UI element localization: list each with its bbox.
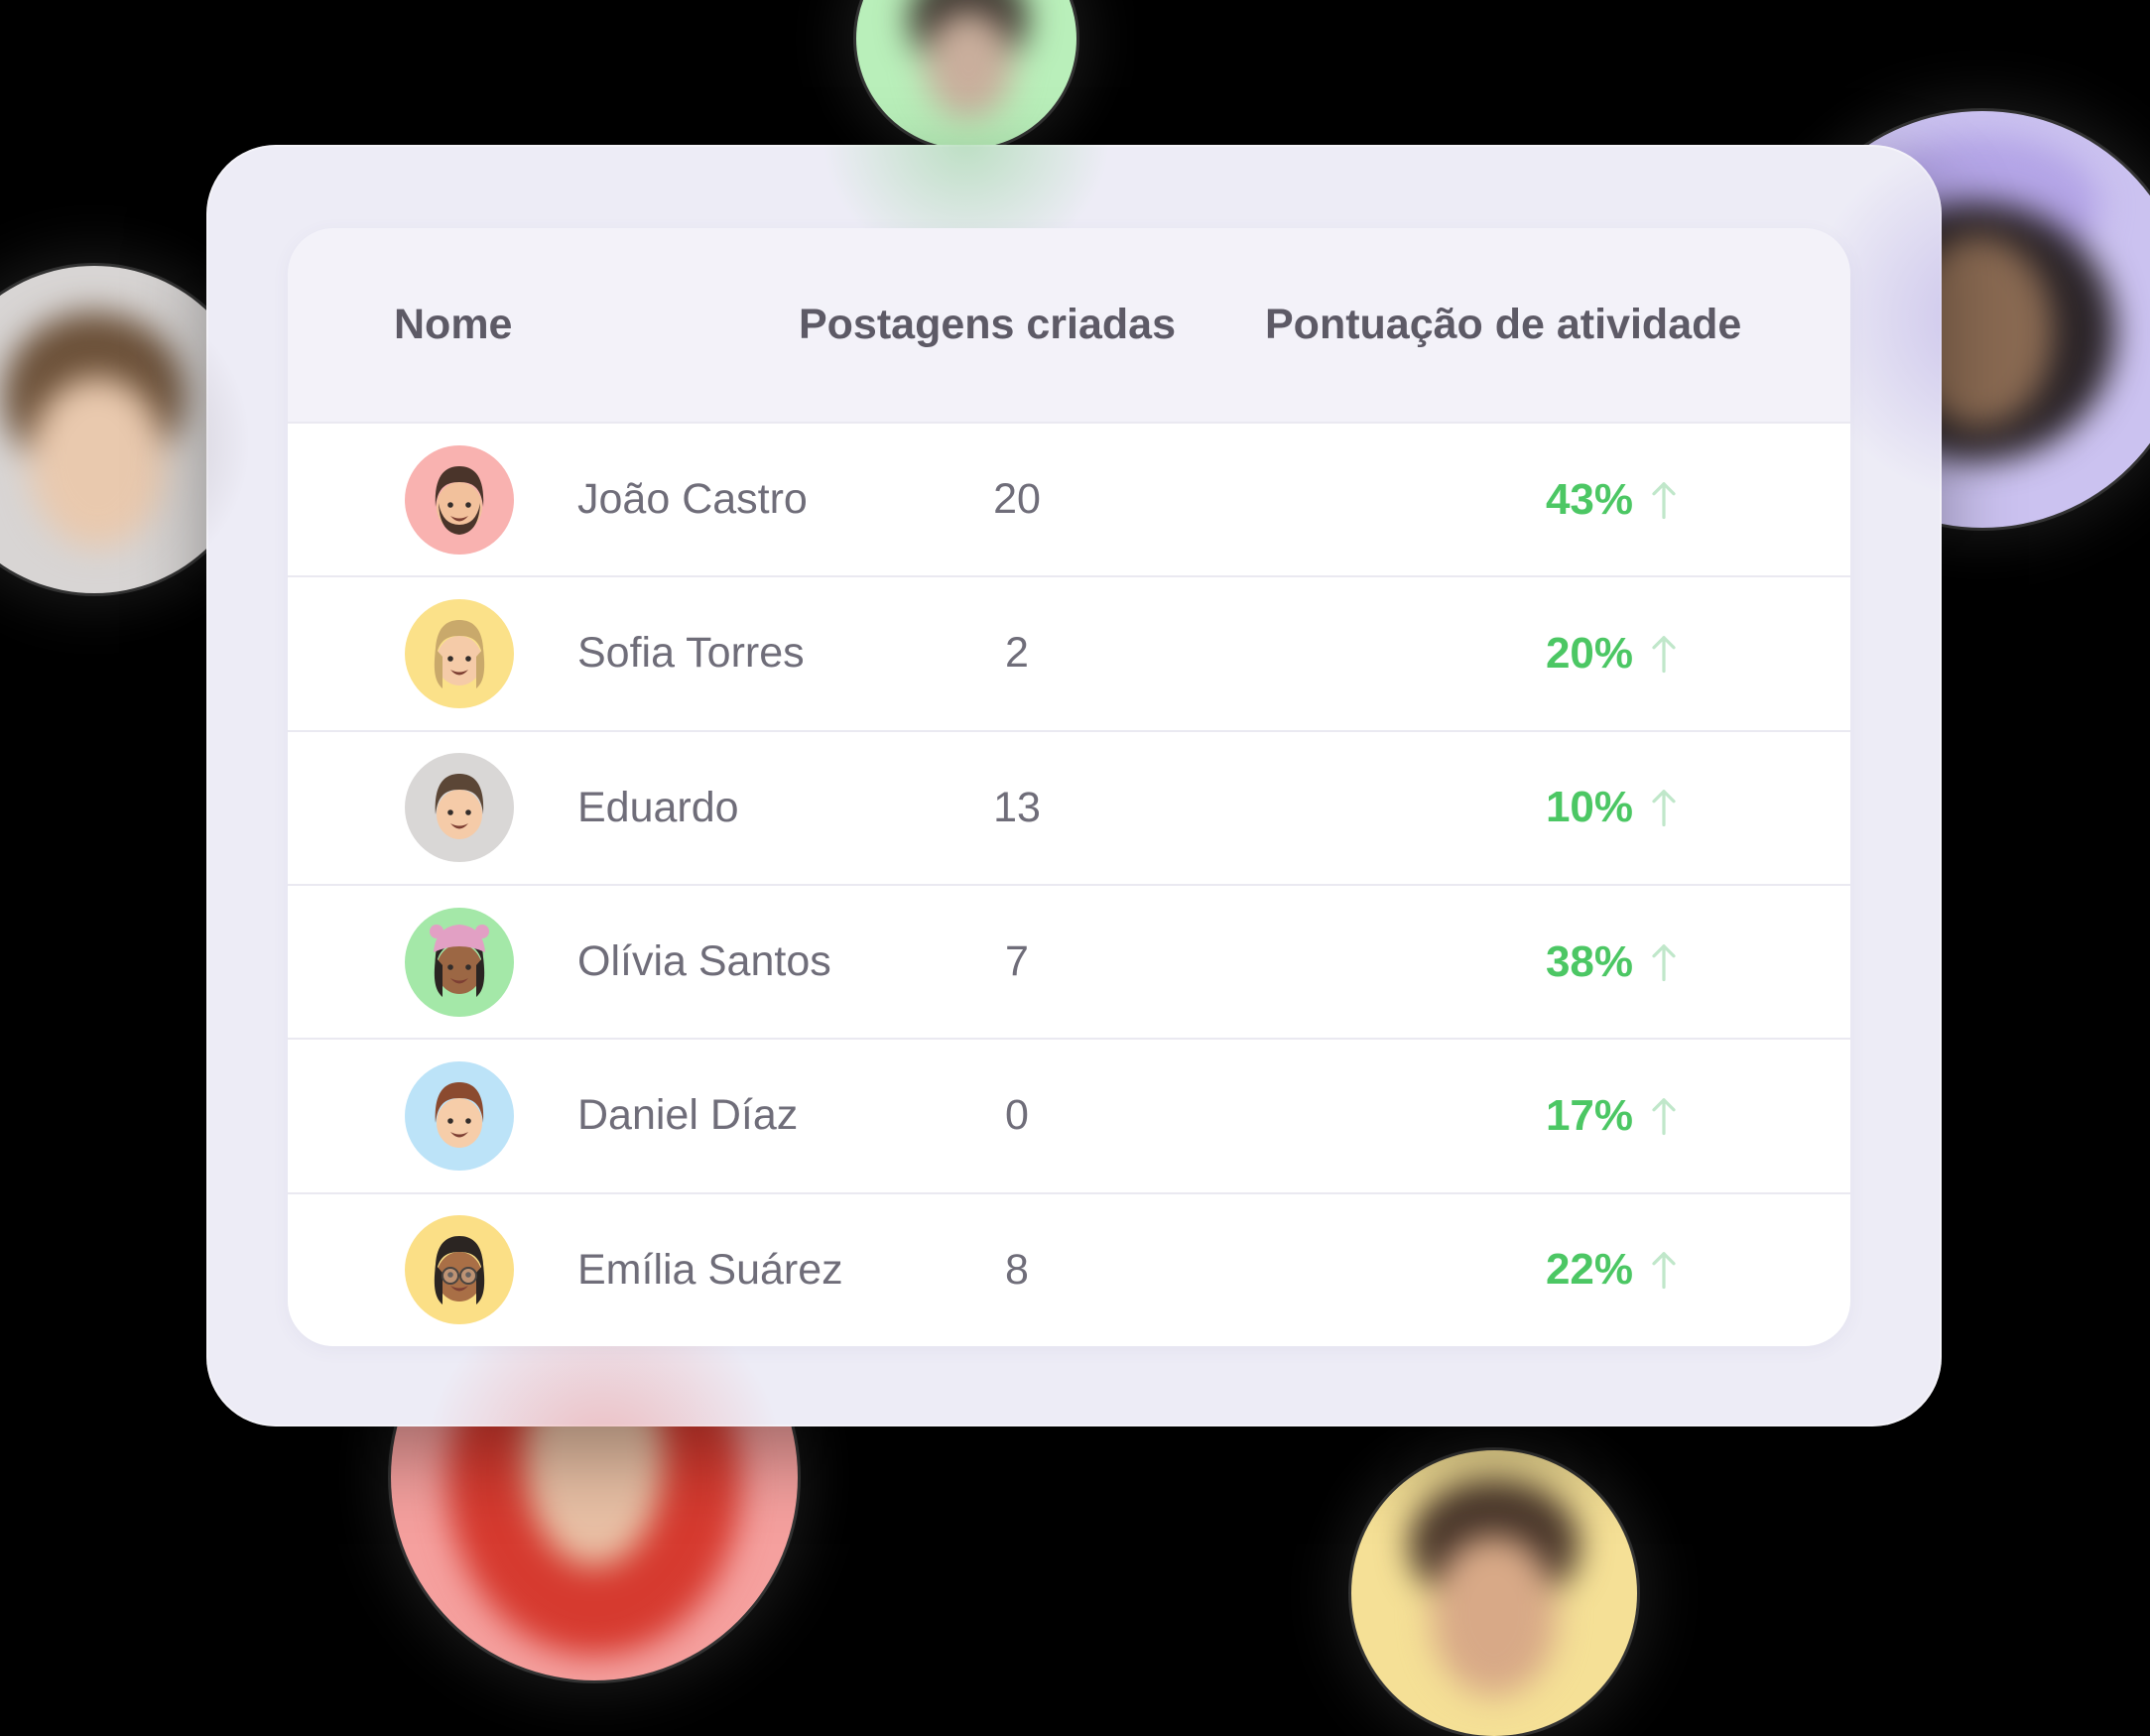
decorative-avatar-top-green	[856, 0, 1076, 149]
avatar-sofia-torres	[405, 598, 514, 708]
posts-count: 2	[1005, 629, 1029, 678]
memoji-face-icon	[405, 907, 514, 1017]
decorative-avatar-bottom-yellow	[1351, 1450, 1637, 1736]
user-name: Sofia Torres	[577, 629, 805, 678]
user-name: Emília Suárez	[577, 1245, 843, 1294]
activity-score: 38%	[1463, 886, 1761, 1038]
user-name: Daniel Díaz	[577, 1091, 799, 1140]
memoji-face-icon	[405, 1215, 514, 1325]
activity-score: 17%	[1463, 1040, 1761, 1191]
glass-card: Nome Postagens criadas Pontuação de ativ…	[206, 145, 1942, 1426]
user-name: João Castro	[577, 475, 808, 524]
score-percent: 38%	[1545, 936, 1634, 986]
column-header-score: Pontuação de atividade	[1265, 301, 1742, 348]
avatar-joao-castro	[405, 444, 514, 555]
table-row: Eduardo 13 10%	[288, 729, 1850, 884]
trend-up-icon	[1649, 786, 1679, 829]
trend-up-icon	[1649, 478, 1679, 522]
user-name: Eduardo	[577, 783, 739, 831]
avatar-daniel-diaz	[405, 1060, 514, 1171]
avatar-emilia-suarez	[405, 1215, 514, 1325]
table-row: Sofia Torres 2 20%	[288, 575, 1850, 729]
trend-up-icon	[1649, 940, 1679, 984]
posts-count: 13	[993, 783, 1041, 831]
avatar-eduardo	[405, 753, 514, 863]
column-header-posts: Postagens criadas	[798, 301, 1176, 348]
score-percent: 10%	[1545, 783, 1634, 832]
table-row: Olívia Santos 7 38%	[288, 883, 1850, 1038]
activity-score: 43%	[1463, 424, 1761, 575]
memoji-face-icon	[405, 1060, 514, 1171]
score-percent: 17%	[1545, 1090, 1634, 1140]
activity-score: 20%	[1463, 577, 1761, 729]
table-row: Daniel Díaz 0 17%	[288, 1038, 1850, 1191]
activity-score: 10%	[1463, 732, 1761, 884]
memoji-face-icon	[405, 753, 514, 863]
posts-count: 20	[993, 475, 1041, 524]
memoji-face-icon	[405, 598, 514, 708]
column-header-name: Nome	[394, 301, 513, 348]
posts-count: 8	[1005, 1245, 1029, 1294]
table-row: João Castro 20 43%	[288, 424, 1850, 575]
posts-count: 7	[1005, 937, 1029, 986]
trend-up-icon	[1649, 1094, 1679, 1138]
table-header-row: Nome Postagens criadas Pontuação de ativ…	[288, 228, 1850, 422]
user-name: Olívia Santos	[577, 937, 831, 986]
activity-score: 22%	[1463, 1194, 1761, 1346]
table-body: João Castro 20 43%	[288, 422, 1850, 1346]
activity-table: Nome Postagens criadas Pontuação de ativ…	[288, 228, 1850, 1346]
trend-up-icon	[1649, 1248, 1679, 1292]
table-row: Emília Suárez 8 22%	[288, 1191, 1850, 1346]
memoji-face-icon	[405, 444, 514, 555]
score-percent: 22%	[1545, 1245, 1634, 1295]
score-percent: 43%	[1545, 474, 1634, 524]
trend-up-icon	[1649, 632, 1679, 676]
avatar-olivia-santos	[405, 907, 514, 1017]
score-percent: 20%	[1545, 628, 1634, 678]
posts-count: 0	[1005, 1091, 1029, 1140]
